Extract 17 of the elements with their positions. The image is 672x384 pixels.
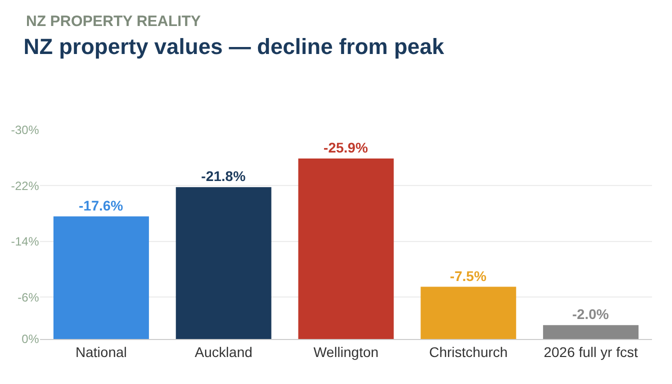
x-tick-label: Auckland bbox=[194, 344, 252, 360]
y-tick-label: -22% bbox=[10, 178, 40, 193]
x-tick-label: Wellington bbox=[313, 344, 379, 360]
data-label: -25.9% bbox=[324, 140, 368, 156]
chart-title: NZ property values — decline from peak bbox=[24, 34, 445, 59]
chart-subtitle: NZ PROPERTY REALITY bbox=[26, 13, 201, 30]
x-tick-label: National bbox=[76, 344, 127, 360]
y-tick-label: 0% bbox=[22, 332, 40, 346]
y-tick-label: -14% bbox=[10, 234, 40, 249]
data-label: -2.0% bbox=[572, 306, 610, 322]
x-tick-label: 2026 full yr fcst bbox=[544, 344, 638, 360]
data-label: -17.6% bbox=[78, 197, 124, 214]
x-tick-label: Christchurch bbox=[429, 344, 508, 360]
data-label: -7.5% bbox=[450, 268, 487, 284]
data-label: -21.8% bbox=[201, 168, 246, 184]
y-tick-label: -6% bbox=[18, 290, 40, 304]
y-tick-label: -30% bbox=[10, 123, 40, 138]
